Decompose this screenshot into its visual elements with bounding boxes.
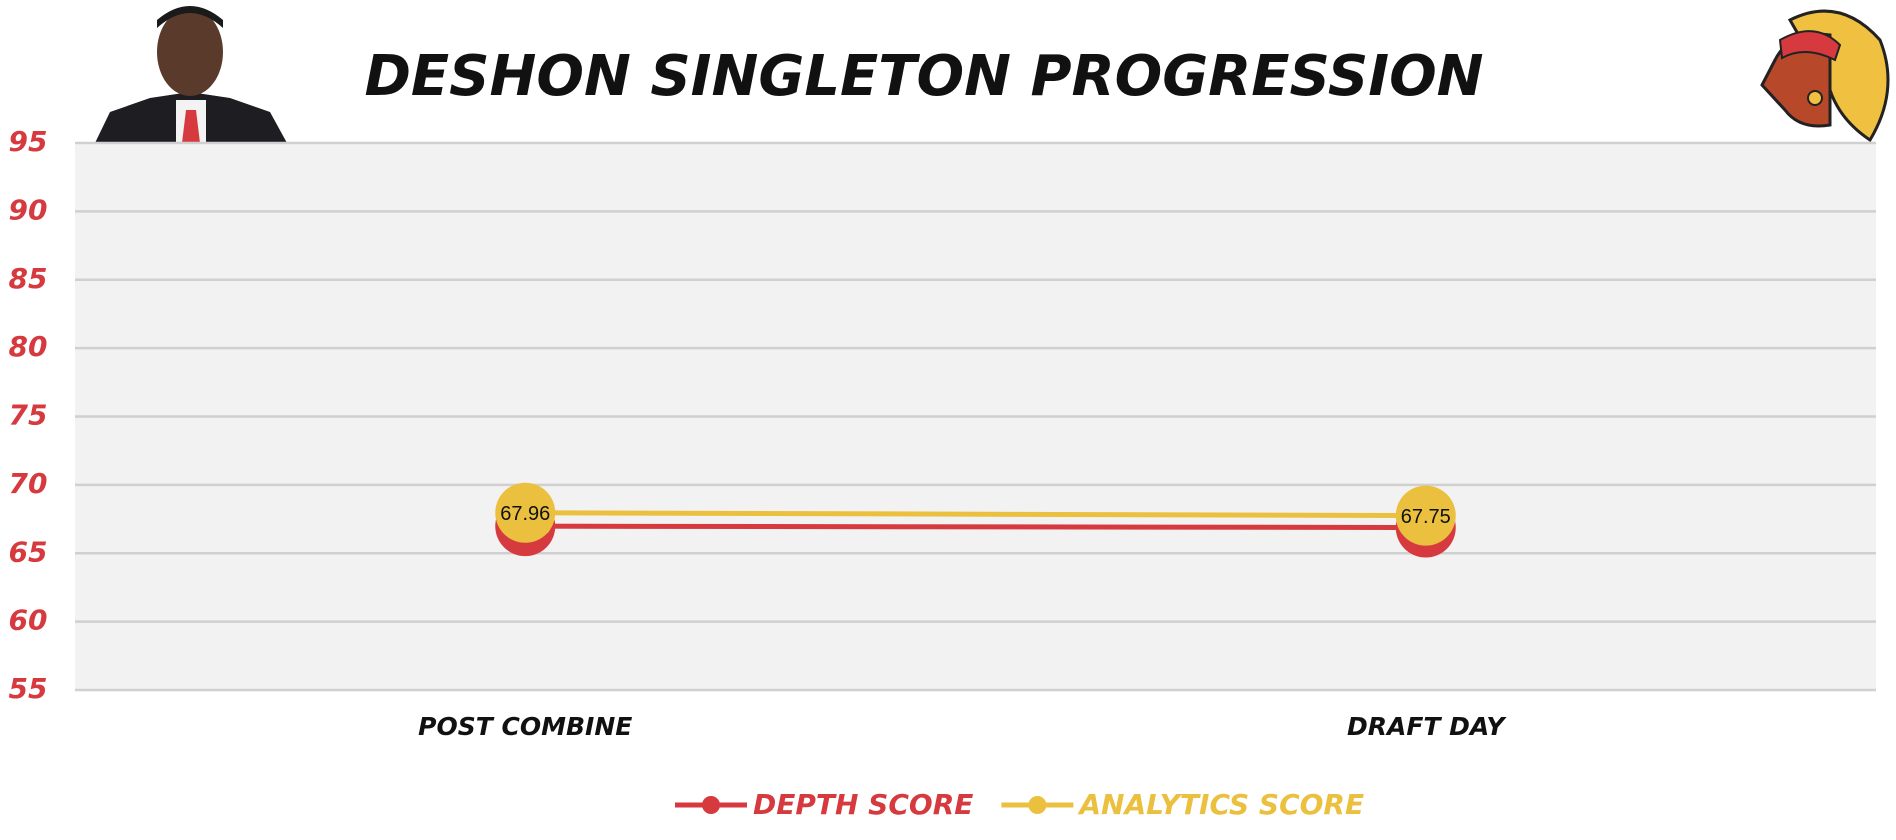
series-line [525,523,1426,531]
y-tick-label: 95 [9,125,48,158]
y-tick-label: 85 [9,262,48,295]
legend-label: DEPTH SCORE [753,788,973,821]
data-label: 67.75 [1401,506,1451,528]
x-tick-label: DRAFT DAY [1347,712,1507,741]
y-tick-label: 90 [9,193,48,226]
legend: DEPTH SCORE ANALYTICS SCORE [675,788,1364,821]
series-line [525,510,1426,519]
legend-label: ANALYTICS SCORE [1077,788,1364,821]
chart-title: DESHON SINGLETON PROGRESSION [364,44,1483,109]
data-label: 67.96 [500,503,550,525]
player-photo [95,6,287,143]
point [1395,485,1456,546]
x-tick-label: POST COMBINE [418,712,632,741]
y-tick-label: 55 [9,672,48,705]
y-tick-label: 75 [9,399,48,432]
y-tick-label: 70 [9,467,48,500]
point [495,482,556,543]
y-tick-label: 60 [9,604,48,637]
legend-marker [1028,796,1047,814]
legend-marker [702,796,720,814]
y-tick-label: 65 [9,535,48,568]
team-logo [1760,9,1890,143]
y-tick-label: 80 [9,330,48,363]
